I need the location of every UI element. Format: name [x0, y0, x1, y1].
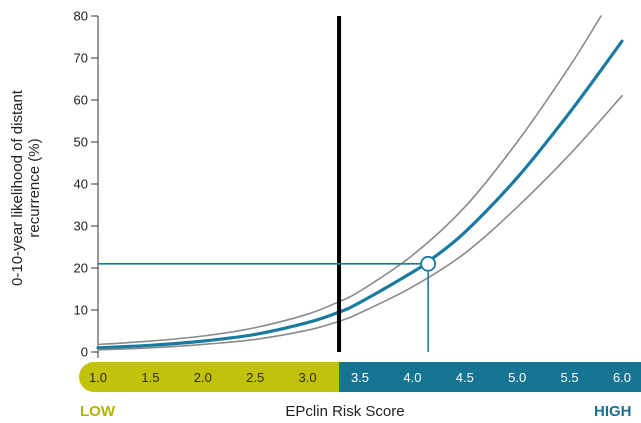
curve-upper-bound: [97, 15, 602, 346]
low-risk-band: [79, 362, 355, 392]
curve-lower-bound: [97, 95, 623, 351]
y-axis-title-line2: recurrence (%): [26, 138, 43, 237]
high-risk-band: [339, 362, 641, 392]
risk-score-scale: 1.0 1.5 2.0 2.5 3.0 3.5 4.0 4.5 5.0 5.5 6.0: [79, 362, 641, 392]
y-tick-label: 20: [74, 261, 88, 276]
x-axis-title: EPclin Risk Score: [285, 403, 404, 420]
y-tick-label: 30: [74, 219, 88, 234]
curve-estimate: [96, 39, 624, 350]
x-tick-label: 4.5: [456, 370, 474, 385]
y-tick-label: 60: [74, 93, 88, 108]
y-tick-label: 40: [74, 177, 88, 192]
x-tick-label: 1.5: [141, 370, 159, 385]
y-tick-label: 80: [74, 9, 88, 24]
x-tick-label: 5.5: [561, 370, 579, 385]
x-tick-label: 3.0: [299, 370, 317, 385]
y-axis-title-line1: 0-10-year likelihood of distant: [9, 89, 26, 286]
x-tick-label: 6.0: [613, 370, 631, 385]
y-tick-label: 10: [74, 303, 88, 318]
x-tick-label: 5.0: [508, 370, 526, 385]
high-risk-band-edge: [339, 362, 356, 392]
y-axis-title: 0-10-year likelihood of distant recurren…: [9, 89, 43, 286]
curves: [96, 15, 624, 351]
x-tick-label: 1.0: [89, 370, 107, 385]
highlight-point: [420, 255, 437, 272]
high-label: HIGH: [594, 403, 632, 420]
x-tick-label: 3.5: [351, 370, 369, 385]
y-axis: 0 10 20 30 40 50 60 70 80: [74, 9, 99, 360]
overlay: [98, 16, 437, 352]
y-tick-label: 0: [81, 345, 88, 360]
x-tick-label: 2.0: [194, 370, 212, 385]
x-tick-label: 4.0: [403, 370, 421, 385]
x-tick-label: 2.5: [246, 370, 264, 385]
low-label: LOW: [80, 403, 116, 420]
y-tick-label: 50: [74, 135, 88, 150]
y-tick-label: 70: [74, 51, 88, 66]
